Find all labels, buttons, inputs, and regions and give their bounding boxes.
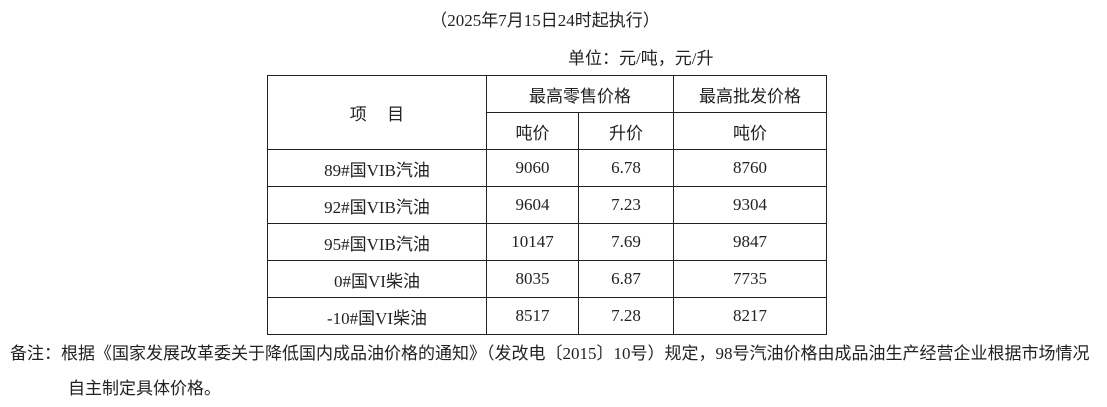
header-text: 项目 <box>349 105 425 124</box>
price-cell: 9847 <box>673 223 827 261</box>
note-label: 备注： <box>10 344 61 363</box>
price-table: 项目 最高零售价格 最高批发价格 吨价 升价 吨价 89#国VIB汽油 9060 6… <box>267 75 827 335</box>
price-cell: 7.69 <box>578 223 674 261</box>
price-cell: 9604 <box>486 186 579 224</box>
header-cell: 项目 <box>267 75 487 150</box>
product-cell: -10#国VI柴油 <box>267 297 487 335</box>
unit: 单位：元/吨，元/升 <box>568 49 714 68</box>
price-cell: 10147 <box>486 223 579 261</box>
price-cell: 7735 <box>673 260 827 298</box>
table-row: 95#国VIB汽油 10147 7.69 9847 <box>267 223 827 261</box>
price-cell: 8517 <box>486 297 579 335</box>
table-body: 89#国VIB汽油 9060 6.78 8760 92#国VIB汽油 9604 7.23 93… <box>267 149 827 335</box>
product-cell: 95#国VIB汽油 <box>267 223 487 261</box>
note: 备注：根据《国家发展改革委关于降低国内成品油价格的通知》（发改电〔2015〕10… <box>10 336 1102 406</box>
table-row: 92#国VIB汽油 9604 7.23 9304 <box>267 186 827 224</box>
price-cell: 7.23 <box>578 186 674 224</box>
subtitle: （2025年7月15日24时起执行） <box>430 11 660 30</box>
product-cell: 0#国VI柴油 <box>267 260 487 298</box>
price-cell: 7.28 <box>578 297 674 335</box>
table-row: 0#国VI柴油 8035 6.87 7735 <box>267 260 827 298</box>
product-cell: 92#国VIB汽油 <box>267 186 487 224</box>
header-row: 项目 最高零售价格 最高批发价格 <box>267 75 827 150</box>
note-text: 根据《国家发展改革委关于降低国内成品油价格的通知》（发改电〔2015〕10号）规… <box>61 344 1090 398</box>
table-row: 89#国VIB汽油 9060 6.78 8760 <box>267 149 827 187</box>
table-row: -10#国VI柴油 8517 7.28 8217 <box>267 297 827 335</box>
price-cell: 8217 <box>673 297 827 335</box>
product-cell: 89#国VIB汽油 <box>267 149 487 187</box>
price-cell: 9304 <box>673 186 827 224</box>
header-cell: 升价 <box>578 112 674 150</box>
header-cell: 最高零售价格 <box>486 75 674 113</box>
header-cell: 最高批发价格 <box>673 75 827 113</box>
header-row: 吨价 升价 吨价 <box>268 112 827 150</box>
price-cell: 6.78 <box>578 149 674 187</box>
price-cell: 6.87 <box>578 260 674 298</box>
header-cell: 吨价 <box>486 112 579 150</box>
header-cell: 吨价 <box>673 112 827 150</box>
price-cell: 9060 <box>486 149 579 187</box>
price-cell: 8035 <box>486 260 579 298</box>
price-cell: 8760 <box>673 149 827 187</box>
